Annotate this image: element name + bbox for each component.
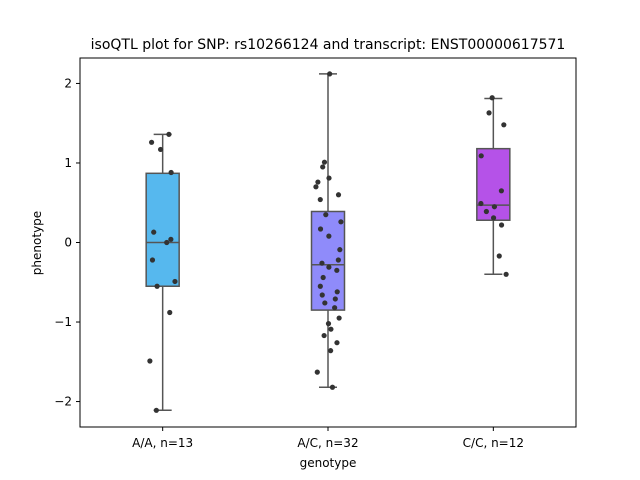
data-point: [326, 175, 332, 181]
data-point: [334, 340, 340, 346]
data-point: [335, 192, 342, 198]
box: [476, 147, 511, 221]
data-point: [313, 184, 319, 190]
data-point: [478, 153, 484, 159]
data-point: [320, 274, 326, 281]
data-point: [327, 71, 333, 77]
data-point: [338, 219, 344, 225]
data-point: [328, 348, 334, 354]
y-tick-label: −2: [54, 395, 72, 409]
data-point: [326, 264, 332, 270]
data-point: [503, 271, 509, 277]
data-point: [321, 159, 328, 165]
y-tick-label: −1: [54, 315, 72, 329]
y-tick-label: 0: [64, 236, 72, 250]
data-point: [317, 283, 323, 289]
data-point: [498, 222, 505, 228]
data-point: [157, 146, 164, 153]
data-point: [166, 131, 172, 137]
data-point: [334, 267, 340, 273]
data-point: [168, 169, 174, 176]
data-point: [329, 384, 336, 390]
data-point: [332, 296, 338, 302]
data-point: [334, 289, 340, 295]
data-point: [148, 139, 155, 145]
data-point: [319, 292, 325, 298]
box: [145, 172, 180, 287]
data-point: [172, 278, 178, 285]
data-point: [317, 196, 323, 203]
chart-title: isoQTL plot for SNP: rs10266124 and tran…: [91, 37, 566, 53]
data-point: [501, 122, 507, 128]
data-point: [314, 369, 320, 375]
data-point: [490, 215, 497, 221]
data-point: [335, 257, 341, 263]
data-point: [491, 204, 498, 210]
axes: A/A, n=13 A/C, n=32 C/C, n=12 −2 −1 0 1 2: [54, 76, 524, 450]
y-tick-label: 1: [64, 156, 72, 170]
x-tick-label: C/C, n=12: [463, 436, 524, 450]
data-point: [153, 407, 159, 413]
data-point: [147, 358, 153, 364]
data-point: [151, 229, 157, 235]
data-point: [336, 315, 342, 321]
data-point: [149, 257, 156, 263]
y-axis-label: phenotype: [30, 211, 44, 275]
data-point: [167, 309, 173, 316]
data-point: [322, 300, 328, 306]
data-point: [317, 226, 324, 232]
x-tick-label: A/A, n=13: [132, 436, 193, 450]
data-point: [498, 188, 505, 194]
data-point: [489, 95, 495, 101]
data-point: [315, 179, 321, 185]
data-point: [320, 164, 326, 170]
x-tick-label: A/C, n=32: [297, 436, 358, 450]
data-point: [337, 247, 343, 253]
data-point: [328, 326, 334, 332]
data-point: [326, 233, 332, 239]
y-tick-label: 2: [64, 76, 72, 90]
data-point: [496, 253, 502, 259]
data-point: [323, 212, 329, 218]
data-point: [154, 283, 160, 289]
data-point: [319, 260, 325, 266]
data-point: [168, 236, 174, 242]
data-point: [164, 239, 170, 246]
x-axis-label: genotype: [300, 456, 357, 470]
data-point: [332, 305, 338, 311]
data-point: [478, 200, 484, 207]
data-point: [325, 321, 332, 327]
data-point: [483, 208, 489, 215]
plot-area: [145, 71, 511, 413]
data-point: [486, 110, 492, 116]
data-point: [321, 332, 327, 339]
